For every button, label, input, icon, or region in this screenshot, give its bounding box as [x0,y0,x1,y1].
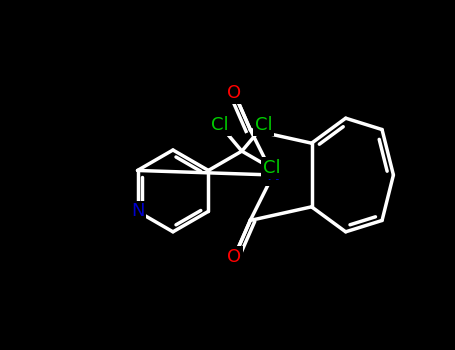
Text: Cl: Cl [211,116,229,134]
Text: N: N [266,166,280,184]
Text: Cl: Cl [255,116,273,134]
Text: N: N [131,202,144,220]
Text: O: O [227,248,242,266]
Text: Cl: Cl [263,159,280,177]
Text: O: O [227,84,242,102]
